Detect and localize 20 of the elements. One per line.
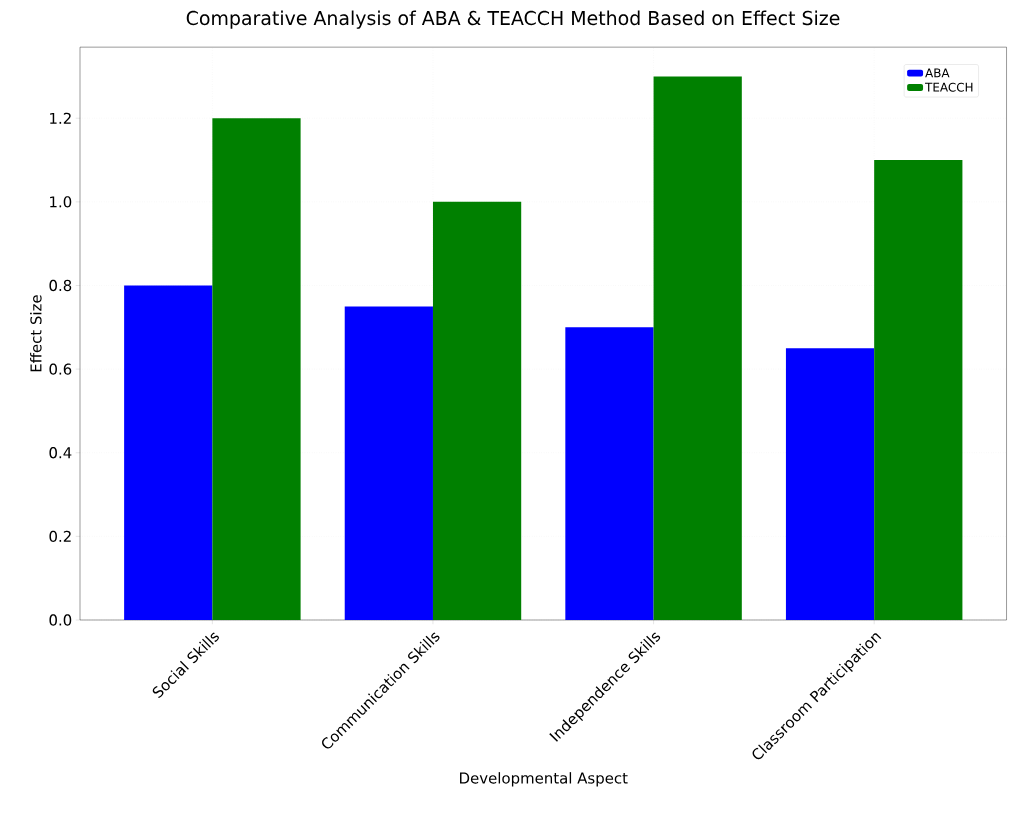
bar [653, 76, 742, 620]
y-tick-label: 1.0 [50, 196, 72, 208]
bar [432, 201, 522, 620]
legend-label: ABA [925, 68, 950, 78]
y-tick-label: 0.0 [49, 614, 72, 626]
bar [212, 118, 301, 620]
legend-label: TEACCH [925, 82, 973, 92]
y-axis-title: Effect Size [30, 295, 42, 372]
bar [874, 160, 963, 620]
y-tick-label: 0.4 [49, 447, 72, 459]
y-tick-label: 0.2 [49, 530, 71, 543]
y-tick-label: 0.8 [49, 279, 72, 292]
chart-title: Comparative Analysis of ABA & TEACCH Method Based on Effect Size [186, 10, 840, 29]
bar [344, 306, 433, 620]
y-tick-label: 1.2 [50, 112, 71, 124]
bar [124, 285, 213, 620]
bar [565, 327, 654, 620]
bar [785, 348, 875, 620]
x-axis-title: Developmental Aspect [460, 772, 628, 787]
y-tick-label: 0.6 [49, 363, 72, 375]
